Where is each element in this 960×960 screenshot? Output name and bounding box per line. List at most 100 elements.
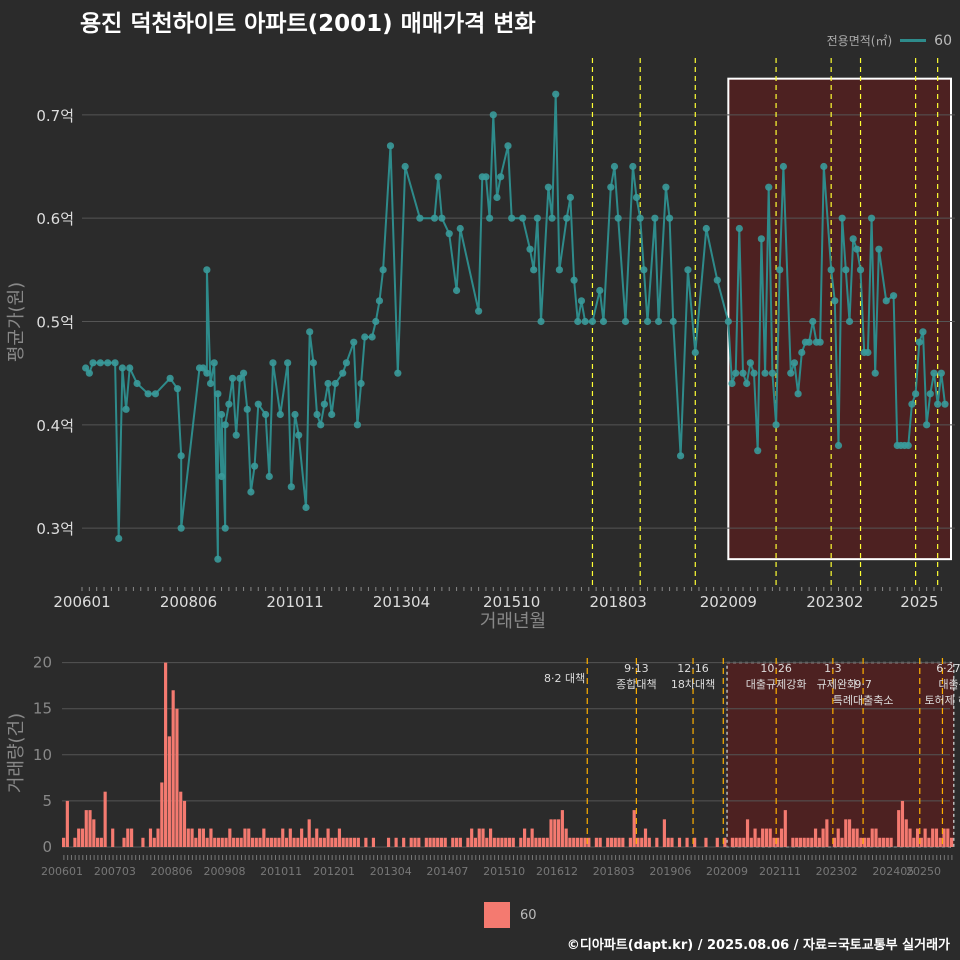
volume-bar bbox=[466, 837, 470, 847]
x-tick-label: 200908 bbox=[203, 865, 245, 878]
price-point bbox=[581, 317, 589, 326]
price-point bbox=[761, 369, 769, 377]
volume-bar bbox=[632, 810, 636, 847]
volume-bar bbox=[326, 828, 330, 847]
price-point bbox=[291, 410, 299, 419]
price-point bbox=[276, 410, 284, 419]
price-point bbox=[676, 452, 685, 460]
price-point bbox=[416, 214, 424, 222]
price-point bbox=[85, 369, 93, 377]
price-point bbox=[816, 338, 824, 346]
volume-bar bbox=[643, 828, 648, 847]
price-point bbox=[691, 348, 699, 357]
volume-bar bbox=[791, 837, 795, 847]
volume-bar bbox=[821, 828, 825, 847]
price-point bbox=[353, 421, 362, 429]
x-tick-label: 201011 bbox=[260, 865, 302, 878]
volume-bar bbox=[160, 782, 164, 847]
volume-bar bbox=[311, 837, 315, 847]
x-tick-label: 201304 bbox=[373, 593, 430, 611]
price-point bbox=[842, 266, 850, 274]
volume-bar bbox=[417, 837, 421, 847]
price-point bbox=[217, 410, 226, 419]
price-point bbox=[295, 431, 303, 439]
policy-label: 규제완화 bbox=[817, 678, 857, 691]
price-point bbox=[497, 173, 505, 181]
price-point bbox=[350, 338, 358, 346]
price-point bbox=[610, 162, 619, 171]
price-point bbox=[530, 266, 538, 274]
volume-bar bbox=[470, 828, 474, 847]
price-point bbox=[574, 317, 582, 326]
price-point bbox=[831, 297, 839, 305]
price-point bbox=[372, 317, 380, 326]
price-point bbox=[937, 369, 945, 377]
price-point bbox=[232, 431, 240, 439]
volume-bar bbox=[281, 828, 285, 847]
volume-bar bbox=[201, 828, 205, 847]
volume-bar bbox=[318, 837, 323, 847]
policy-label: 18차대책 bbox=[671, 678, 715, 691]
price-point bbox=[596, 286, 604, 295]
volume-bar bbox=[322, 837, 326, 847]
volume-bar bbox=[424, 837, 428, 847]
price-point bbox=[629, 162, 637, 171]
policy-label: 대출규제강화 bbox=[746, 678, 807, 691]
volume-bar bbox=[530, 828, 534, 847]
volume-bar bbox=[881, 837, 886, 847]
price-point bbox=[133, 379, 141, 388]
price-point bbox=[577, 297, 586, 305]
volume-bar bbox=[950, 837, 954, 847]
price-point bbox=[926, 390, 934, 398]
volume-bar bbox=[409, 837, 413, 847]
volume-bar bbox=[553, 819, 557, 847]
price-point bbox=[768, 369, 777, 377]
volume-bar bbox=[844, 819, 848, 847]
volume-bar bbox=[609, 837, 614, 847]
volume-bar bbox=[209, 828, 213, 847]
policy-label: 10·26 bbox=[760, 662, 792, 675]
volume-bar bbox=[266, 837, 270, 847]
volume-bar bbox=[96, 837, 100, 847]
price-point bbox=[328, 410, 336, 419]
price-point bbox=[262, 410, 270, 419]
volume-bar bbox=[439, 837, 444, 847]
price-point bbox=[867, 214, 876, 222]
volume-bar bbox=[292, 837, 296, 847]
policy-label: 종합대책 bbox=[616, 678, 656, 691]
x-tick-label: 200806 bbox=[151, 865, 193, 878]
x-tick-label: 200806 bbox=[160, 593, 217, 611]
volume-bar bbox=[148, 828, 153, 847]
volume-bar bbox=[167, 736, 171, 847]
y-tick-label: 20 bbox=[33, 654, 52, 672]
volume-bar bbox=[507, 837, 512, 847]
volume-bar bbox=[662, 819, 666, 847]
x-tick-label: 200703 bbox=[94, 865, 136, 878]
volume-bar bbox=[764, 828, 769, 847]
price-point bbox=[173, 385, 182, 393]
price-point bbox=[475, 307, 483, 315]
volume-bar bbox=[534, 837, 538, 847]
volume-bar bbox=[636, 837, 640, 847]
price-point bbox=[904, 441, 912, 450]
volume-bar bbox=[300, 828, 304, 847]
volume-bar bbox=[62, 837, 66, 847]
price-point bbox=[537, 317, 545, 326]
price-point bbox=[287, 483, 295, 491]
volume-bar bbox=[175, 708, 179, 847]
volume-bar bbox=[488, 828, 493, 847]
price-point bbox=[284, 359, 292, 367]
x-tick-label: 200601 bbox=[41, 865, 83, 878]
price-point bbox=[508, 214, 516, 222]
volume-bar bbox=[216, 837, 221, 847]
price-point bbox=[889, 292, 898, 300]
volume-bar bbox=[224, 837, 228, 847]
volume-bar bbox=[451, 837, 455, 847]
volume-bar bbox=[545, 837, 549, 847]
price-point bbox=[401, 162, 409, 171]
volume-bar bbox=[617, 837, 621, 847]
volume-bar bbox=[915, 828, 920, 847]
price-point bbox=[654, 317, 663, 326]
volume-bar bbox=[92, 819, 96, 847]
